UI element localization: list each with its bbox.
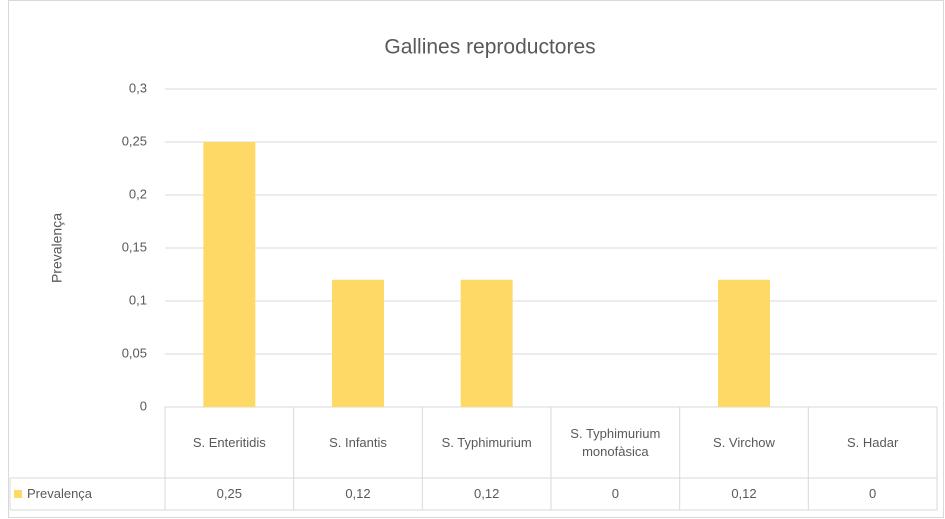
data-table-value: 0 (869, 486, 877, 501)
y-tick-label: 0,3 (129, 80, 147, 95)
y-tick-label: 0,25 (122, 133, 147, 148)
data-table-value: 0,12 (345, 486, 371, 501)
data-table-value: 0,12 (474, 486, 500, 501)
x-tick-label: S. Typhimurium (422, 407, 551, 478)
x-tick-text: S. Enteritidis (192, 434, 266, 450)
y-tick-label: 0 (140, 398, 147, 413)
y-tick-label: 0,15 (122, 239, 147, 254)
bar (332, 279, 384, 407)
data-table-value: 0 (611, 486, 619, 501)
legend-entry: Prevalença (10, 478, 165, 510)
x-tick-label: S. Enteritidis (165, 407, 294, 478)
x-tick-text: S. Typhimurium (441, 434, 532, 450)
y-tick-label: 0,2 (129, 186, 147, 201)
x-tick-text: S. Virchow (713, 434, 775, 450)
x-tick-text: S. Typhimurium monofàsica (570, 425, 661, 459)
bar (203, 142, 256, 407)
x-tick-text: S. Hadar (847, 434, 899, 450)
x-tick-label: S. Hadar (808, 407, 937, 478)
data-table-value: 0,25 (216, 486, 242, 501)
y-tick-label: 0,05 (122, 345, 147, 360)
chart-title: Gallines reproductores (384, 36, 595, 59)
legend-swatch (14, 490, 22, 498)
y-tick-label: 0,1 (129, 292, 147, 307)
bar (460, 279, 513, 407)
x-tick-label: S. Virchow (680, 407, 809, 478)
x-tick-label: S. Infantis (294, 407, 423, 478)
y-axis-label: Prevalença (49, 213, 65, 283)
x-tick-text: S. Infantis (329, 434, 387, 450)
data-table-value: 0,12 (731, 486, 757, 501)
legend-text: Prevalença (27, 486, 93, 501)
chart-border (8, 0, 944, 518)
x-tick-label: S. Typhimurium monofàsica (551, 407, 680, 478)
bar (718, 279, 770, 407)
